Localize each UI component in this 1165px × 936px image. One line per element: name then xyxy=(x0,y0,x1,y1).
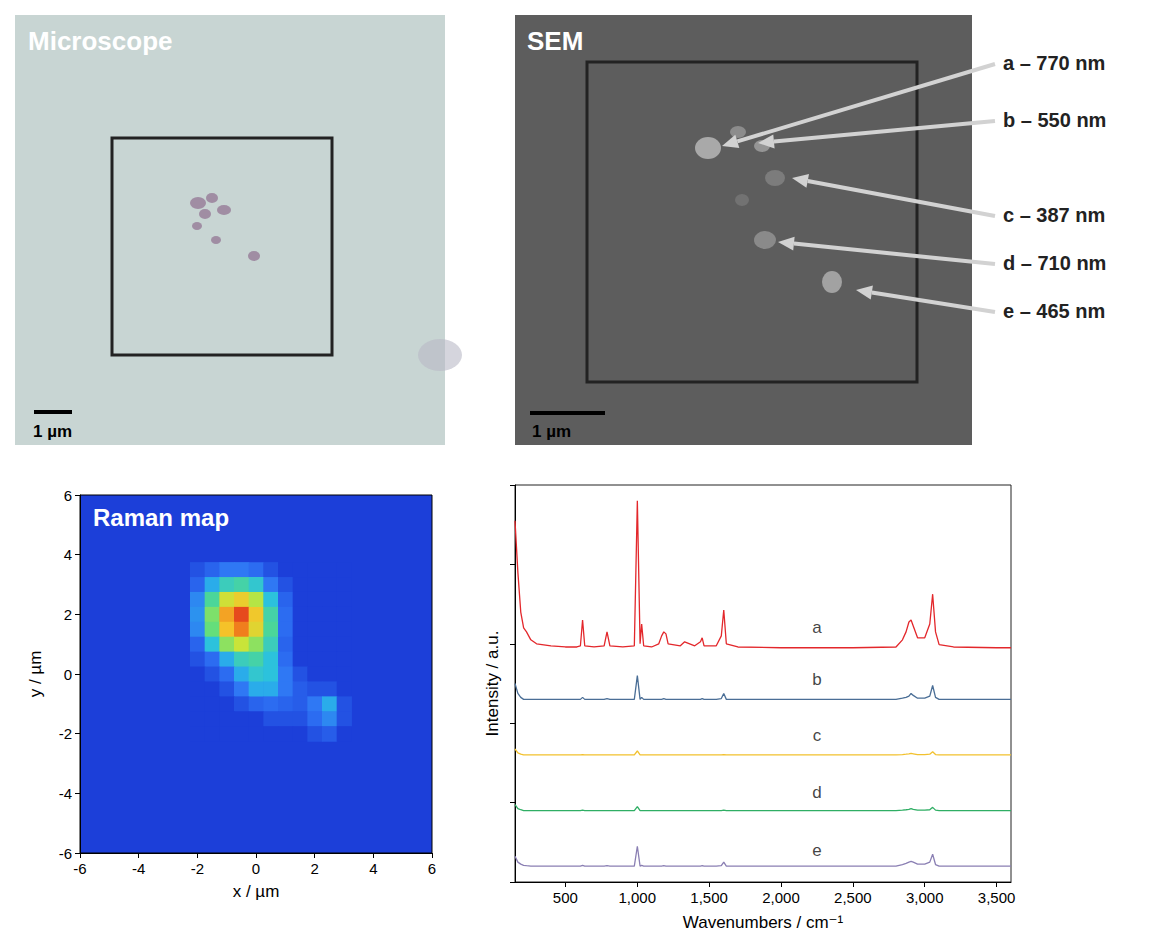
svg-text:a – 770 nm: a – 770 nm xyxy=(1003,52,1105,74)
svg-text:b: b xyxy=(812,670,821,689)
svg-text:c: c xyxy=(813,726,822,745)
svg-text:3,000: 3,000 xyxy=(906,889,944,906)
svg-text:-4: -4 xyxy=(132,860,145,877)
svg-text:d: d xyxy=(812,783,821,802)
svg-text:2,500: 2,500 xyxy=(834,889,872,906)
svg-text:1 µm: 1 µm xyxy=(532,422,571,441)
svg-text:2: 2 xyxy=(64,606,72,623)
svg-text:-2: -2 xyxy=(191,860,204,877)
svg-text:-4: -4 xyxy=(59,785,72,802)
svg-text:e: e xyxy=(812,841,821,860)
svg-text:-2: -2 xyxy=(59,725,72,742)
svg-text:b – 550 nm: b – 550 nm xyxy=(1003,109,1106,131)
svg-text:x / µm: x / µm xyxy=(233,882,280,901)
svg-text:c – 387 nm: c – 387 nm xyxy=(1003,204,1105,226)
svg-text:4: 4 xyxy=(64,546,72,563)
svg-text:Intensity / a.u.: Intensity / a.u. xyxy=(483,631,502,737)
svg-text:2,000: 2,000 xyxy=(762,889,800,906)
svg-text:6: 6 xyxy=(64,487,72,504)
svg-text:500: 500 xyxy=(553,889,578,906)
svg-text:y / µm: y / µm xyxy=(26,651,45,698)
svg-text:Wavenumbers / cm⁻¹: Wavenumbers / cm⁻¹ xyxy=(683,913,844,932)
svg-text:1,500: 1,500 xyxy=(690,889,728,906)
svg-text:3,500: 3,500 xyxy=(978,889,1016,906)
svg-text:1 µm: 1 µm xyxy=(33,422,72,441)
svg-text:2: 2 xyxy=(310,860,318,877)
svg-text:e – 465 nm: e – 465 nm xyxy=(1003,300,1105,322)
svg-text:d – 710 nm: d – 710 nm xyxy=(1003,252,1106,274)
svg-text:6: 6 xyxy=(428,860,436,877)
svg-text:1,000: 1,000 xyxy=(618,889,656,906)
svg-text:0: 0 xyxy=(252,860,260,877)
svg-text:Raman map: Raman map xyxy=(93,504,229,531)
svg-text:a: a xyxy=(812,618,822,637)
svg-text:-6: -6 xyxy=(73,860,86,877)
svg-text:4: 4 xyxy=(369,860,377,877)
svg-text:0: 0 xyxy=(64,666,72,683)
svg-text:-6: -6 xyxy=(59,845,72,862)
svg-text:Microscope: Microscope xyxy=(28,26,173,56)
svg-text:SEM: SEM xyxy=(527,26,583,56)
